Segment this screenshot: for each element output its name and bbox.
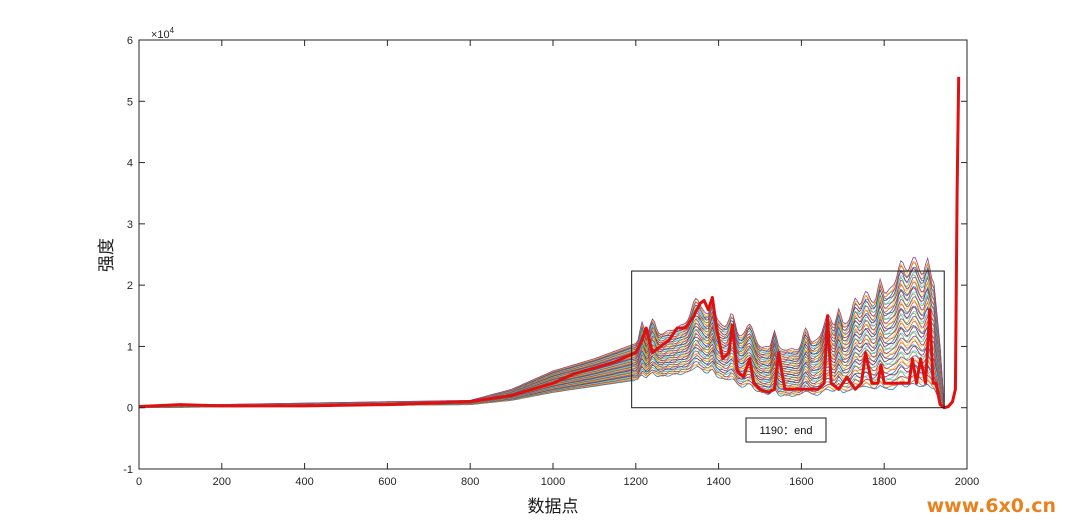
x-tick-label: 800 [461,476,479,488]
x-tick-label: 1200 [624,476,648,488]
highlight-series-group [138,76,961,410]
x-tick-label: 0 [136,476,142,488]
y-axis-label: 强度 [97,238,117,272]
highlight-spectrum-line [138,76,961,410]
y-tick-label: 6 [127,35,133,47]
y-tick-label: 2 [127,280,133,292]
y-tick-label: 5 [127,96,133,108]
plot-background [139,40,967,469]
spectrum-line-46 [138,256,945,408]
x-tick-label: 1800 [872,476,896,488]
x-axis-label: 数据点 [528,497,579,517]
x-tick-label: 2000 [955,476,979,488]
y-tick-label: 3 [127,219,133,231]
x-tick-label: 1400 [706,476,730,488]
y-tick-label: 0 [127,403,133,415]
x-tick-label: 600 [378,476,396,488]
annotation-region-box [631,270,945,409]
y-tick-label: -1 [123,464,133,476]
y-tick-label: 4 [127,158,133,170]
watermark: www.6x0.cn [927,495,1056,517]
x-tick-label: 1600 [789,476,813,488]
annotation-group [631,270,945,443]
annotation-label: 1190：end [759,425,812,437]
annotation-label-box [745,417,827,443]
y-exponent-label: ×104 [151,26,175,41]
x-tick-label: 1000 [541,476,565,488]
x-tick-label: 200 [213,476,231,488]
y-tick-label: 1 [127,341,133,353]
plot-area [139,40,967,469]
x-tick-label: 400 [295,476,313,488]
axes-group: 0 200 400 600 800 1000 1200 1400 1600 1800 2000-10… [123,35,979,488]
